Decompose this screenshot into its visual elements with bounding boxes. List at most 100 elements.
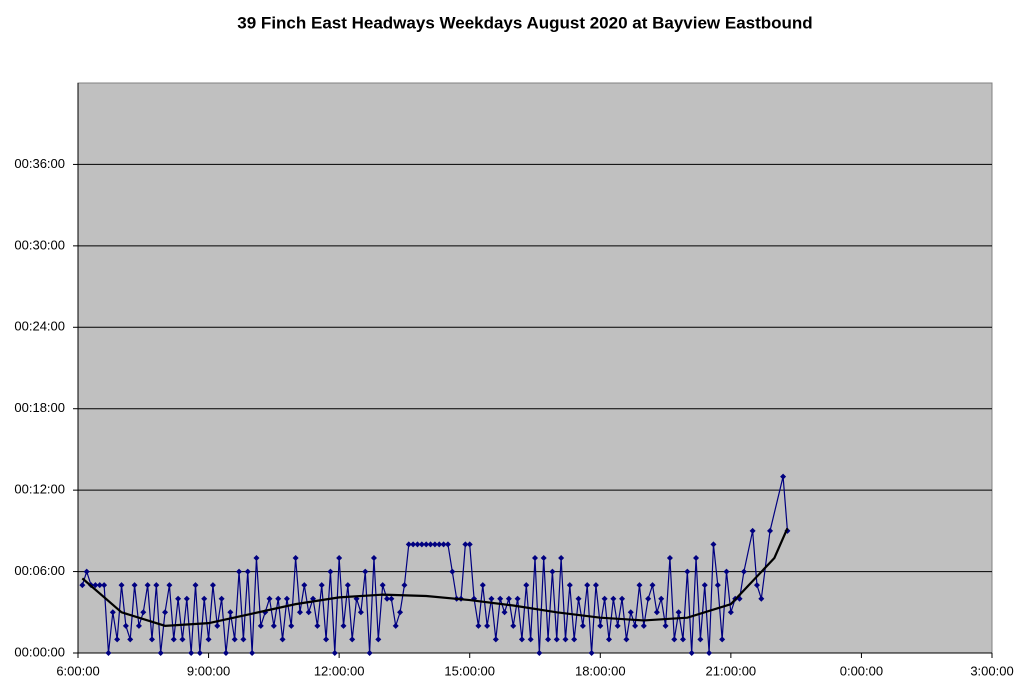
data-point [227, 609, 234, 616]
data-point [205, 636, 212, 643]
y-tick-label: 00:30:00 [14, 237, 65, 252]
data-point [727, 609, 734, 616]
data-point [701, 582, 708, 589]
data-point [379, 582, 386, 589]
data-point [627, 609, 634, 616]
data-point [719, 636, 726, 643]
data-point [405, 541, 412, 548]
data-point [423, 541, 430, 548]
data-point [127, 636, 134, 643]
data-point [275, 595, 282, 602]
data-point [253, 555, 260, 561]
data-point [566, 582, 573, 589]
trend-line [81, 527, 789, 627]
data-point [532, 555, 538, 561]
data-point [706, 650, 713, 656]
data-point [249, 650, 256, 656]
data-point [105, 650, 112, 656]
data-point [658, 595, 665, 602]
data-point [209, 582, 216, 589]
data-point [336, 555, 343, 561]
data-point [401, 582, 408, 589]
data-point [101, 582, 108, 589]
data-point [767, 527, 774, 534]
data-point [536, 650, 543, 656]
data-point [418, 541, 425, 548]
data-point [723, 568, 730, 575]
data-point [344, 582, 351, 589]
data-point [545, 636, 552, 643]
data-point [518, 636, 525, 643]
data-point [614, 622, 621, 629]
data-point [671, 636, 678, 643]
data-point [584, 582, 591, 589]
x-tick-label: 12:00:00 [314, 663, 365, 678]
data-point [640, 622, 647, 629]
data-point [693, 555, 700, 561]
data-point [610, 595, 617, 602]
data-point [340, 622, 347, 629]
data-point [479, 582, 486, 589]
data-point [375, 636, 382, 643]
data-point [362, 568, 369, 575]
data-point [214, 622, 221, 629]
data-point [488, 595, 495, 602]
data-point [758, 595, 765, 602]
chart-title: 39 Finch East Headways Weekdays August 2… [237, 13, 812, 32]
y-tick-label: 00:12:00 [14, 482, 65, 497]
data-point [231, 636, 238, 643]
data-point [688, 650, 695, 656]
data-point [710, 541, 717, 548]
data-point [305, 609, 312, 616]
data-point [109, 609, 116, 616]
data-point [114, 636, 121, 643]
data-point [366, 650, 373, 656]
x-tick-label: 6:00:00 [56, 663, 99, 678]
y-tick-label: 00:24:00 [14, 319, 65, 334]
data-point [605, 636, 612, 643]
data-point [753, 582, 760, 589]
data-point [619, 595, 626, 602]
data-point [462, 541, 469, 548]
data-point [662, 622, 669, 629]
data-point [388, 595, 395, 602]
data-point [632, 622, 639, 629]
data-point [179, 636, 186, 643]
y-tick-label: 00:36:00 [14, 156, 65, 171]
data-point [236, 568, 243, 575]
data-point [679, 636, 686, 643]
data-point [697, 636, 704, 643]
data-point [497, 595, 504, 602]
data-point [83, 568, 90, 575]
data-point [740, 568, 747, 575]
data-point [92, 582, 99, 589]
data-point [192, 582, 199, 589]
data-point [601, 595, 608, 602]
data-point [492, 636, 499, 643]
data-point [140, 609, 147, 616]
data-point [549, 568, 556, 575]
data-point [118, 582, 125, 589]
x-tick-label: 9:00:00 [187, 663, 230, 678]
data-point [314, 622, 321, 629]
x-tick-label: 0:00:00 [840, 663, 883, 678]
data-point [749, 527, 756, 534]
data-point [188, 650, 195, 656]
data-point [170, 636, 177, 643]
data-point [301, 582, 308, 589]
data-point [592, 582, 599, 589]
data-point [331, 650, 338, 656]
data-point [222, 650, 229, 656]
data-point [218, 595, 225, 602]
data-point [514, 595, 521, 602]
data-point [292, 555, 299, 561]
data-point [392, 622, 399, 629]
data-point [327, 568, 334, 575]
data-point [96, 582, 103, 589]
data-point [666, 555, 673, 561]
data-point [357, 609, 364, 616]
data-point [505, 595, 512, 602]
data-point [484, 622, 491, 629]
data-point [349, 636, 356, 643]
